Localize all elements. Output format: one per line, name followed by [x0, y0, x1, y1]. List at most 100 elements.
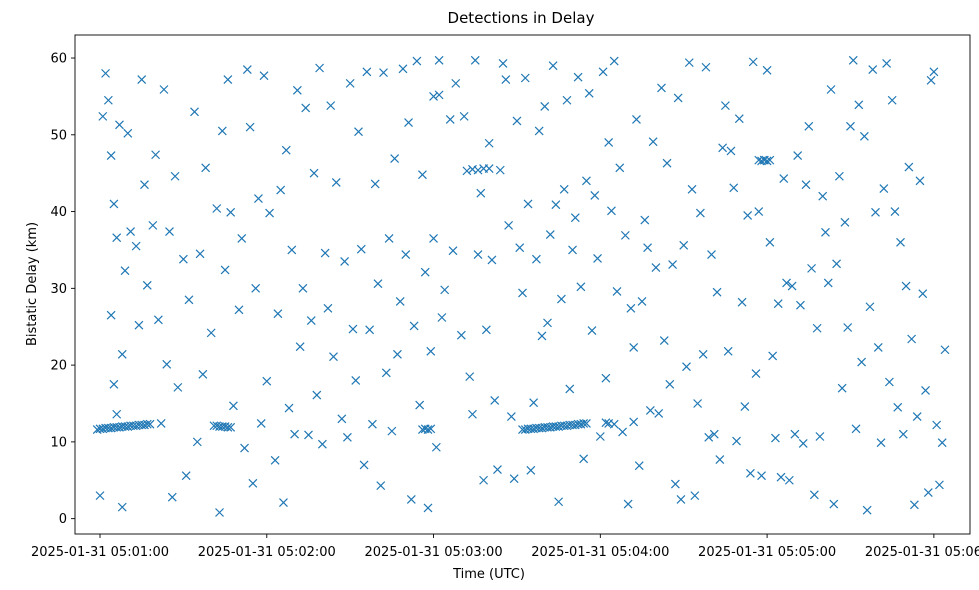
data-point — [818, 191, 828, 201]
y-tick-label: 0 — [59, 512, 67, 527]
data-point — [304, 430, 313, 440]
data-point — [773, 299, 783, 309]
x-tick-label: 2025-01-31 05:01:00 — [31, 545, 169, 560]
data-point — [312, 390, 322, 400]
data-point — [395, 296, 405, 306]
data-point — [551, 200, 561, 210]
data-point — [220, 265, 230, 275]
data-point — [873, 343, 883, 352]
data-point — [134, 320, 144, 330]
data-point — [356, 244, 366, 254]
data-point — [262, 376, 272, 386]
data-point — [459, 111, 469, 121]
data-point — [456, 330, 466, 340]
plot-area — [92, 55, 950, 517]
data-point — [859, 131, 869, 141]
data-point — [406, 495, 416, 504]
data-point — [912, 412, 922, 421]
plot-frame — [74, 34, 971, 535]
data-point — [515, 243, 525, 253]
data-point — [465, 372, 475, 382]
data-point — [590, 191, 600, 200]
data-point — [887, 95, 897, 105]
data-point — [126, 227, 136, 236]
data-point — [576, 282, 586, 292]
data-point — [418, 170, 427, 180]
data-point — [279, 498, 288, 507]
data-point — [165, 227, 174, 236]
data-point — [512, 116, 522, 126]
data-point — [923, 488, 933, 497]
data-point — [921, 386, 930, 395]
data-point — [495, 165, 505, 175]
data-point — [740, 402, 750, 411]
data-point — [796, 300, 805, 310]
data-point — [195, 249, 205, 259]
data-point — [201, 163, 211, 173]
data-point — [868, 65, 878, 74]
data-point — [793, 151, 803, 160]
data-point — [751, 369, 761, 378]
data-point — [865, 302, 875, 312]
data-point — [679, 240, 689, 250]
data-point — [534, 126, 544, 136]
data-point — [142, 419, 152, 429]
data-point — [506, 412, 516, 421]
data-point — [109, 379, 119, 389]
data-point — [481, 325, 491, 335]
data-point — [743, 210, 753, 220]
data-point — [545, 230, 555, 240]
y-axis: 0 10 20 30 40 50 60 — [50, 52, 75, 527]
data-point — [898, 429, 908, 439]
data-point — [665, 379, 675, 389]
data-point — [434, 90, 444, 100]
data-point — [376, 481, 386, 491]
data-point — [632, 115, 641, 124]
data-point — [137, 75, 147, 84]
data-point — [487, 255, 497, 265]
data-point — [415, 400, 425, 410]
data-point — [556, 294, 566, 304]
data-point — [479, 475, 489, 485]
data-point — [695, 208, 705, 218]
data-point — [423, 425, 433, 435]
data-point — [932, 420, 942, 430]
data-point — [884, 377, 894, 387]
data-point — [184, 295, 194, 305]
data-point — [493, 465, 502, 474]
data-point — [112, 409, 122, 419]
data-point — [787, 281, 797, 291]
x-tick-label: 2025-01-31 05:03:00 — [365, 545, 503, 560]
data-point — [623, 499, 633, 509]
data-point — [484, 164, 494, 174]
data-point — [103, 95, 113, 105]
data-point — [804, 121, 814, 131]
data-point — [637, 296, 647, 306]
data-point — [109, 199, 119, 209]
x-axis-label: Time (UTC) — [452, 567, 525, 582]
data-point — [582, 176, 591, 186]
data-point — [370, 179, 380, 189]
data-point — [420, 267, 430, 277]
data-point — [523, 199, 533, 209]
x-tick-label: 2025-01-31 05:05:00 — [698, 545, 836, 560]
data-point — [251, 283, 261, 293]
data-point — [587, 326, 597, 335]
data-point — [720, 101, 730, 111]
data-point — [509, 474, 519, 484]
data-point — [668, 260, 678, 269]
data-point — [601, 418, 611, 428]
data-point — [812, 323, 822, 333]
data-point — [823, 278, 833, 288]
data-point — [612, 286, 622, 296]
data-point — [315, 63, 325, 73]
data-point — [654, 409, 664, 418]
data-point — [198, 369, 208, 379]
data-point — [490, 395, 500, 405]
data-point — [765, 237, 775, 247]
data-point — [206, 328, 216, 338]
data-point — [429, 91, 438, 101]
data-point — [95, 491, 105, 501]
data-point — [240, 443, 249, 453]
data-point — [729, 183, 739, 193]
